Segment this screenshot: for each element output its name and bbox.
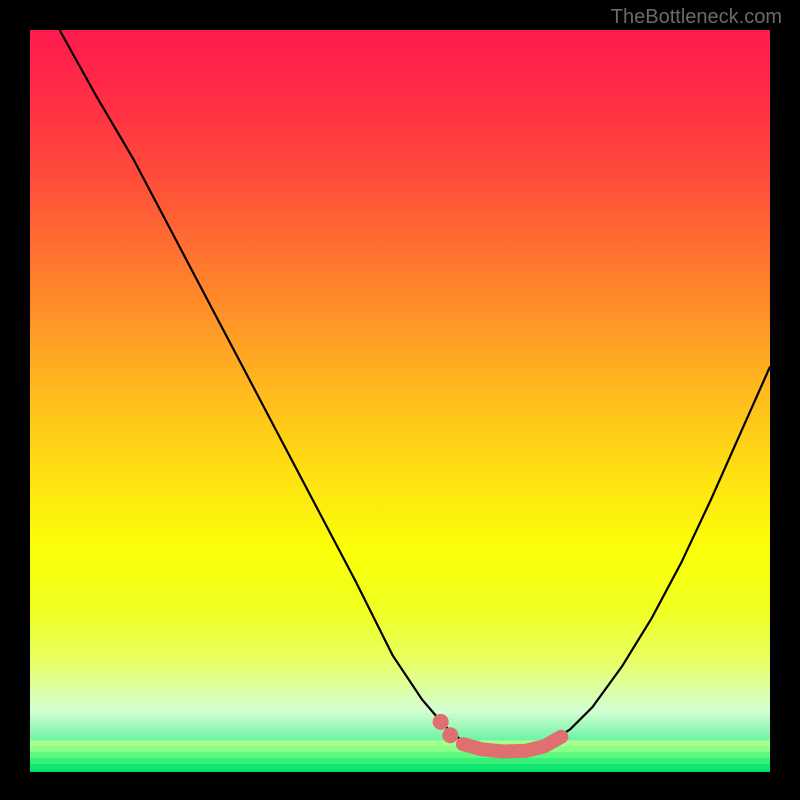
plot-background [30,30,770,770]
bottom-green-bands [30,740,770,772]
watermark-text: TheBottleneck.com [611,6,782,29]
bottleneck-chart [0,0,800,800]
